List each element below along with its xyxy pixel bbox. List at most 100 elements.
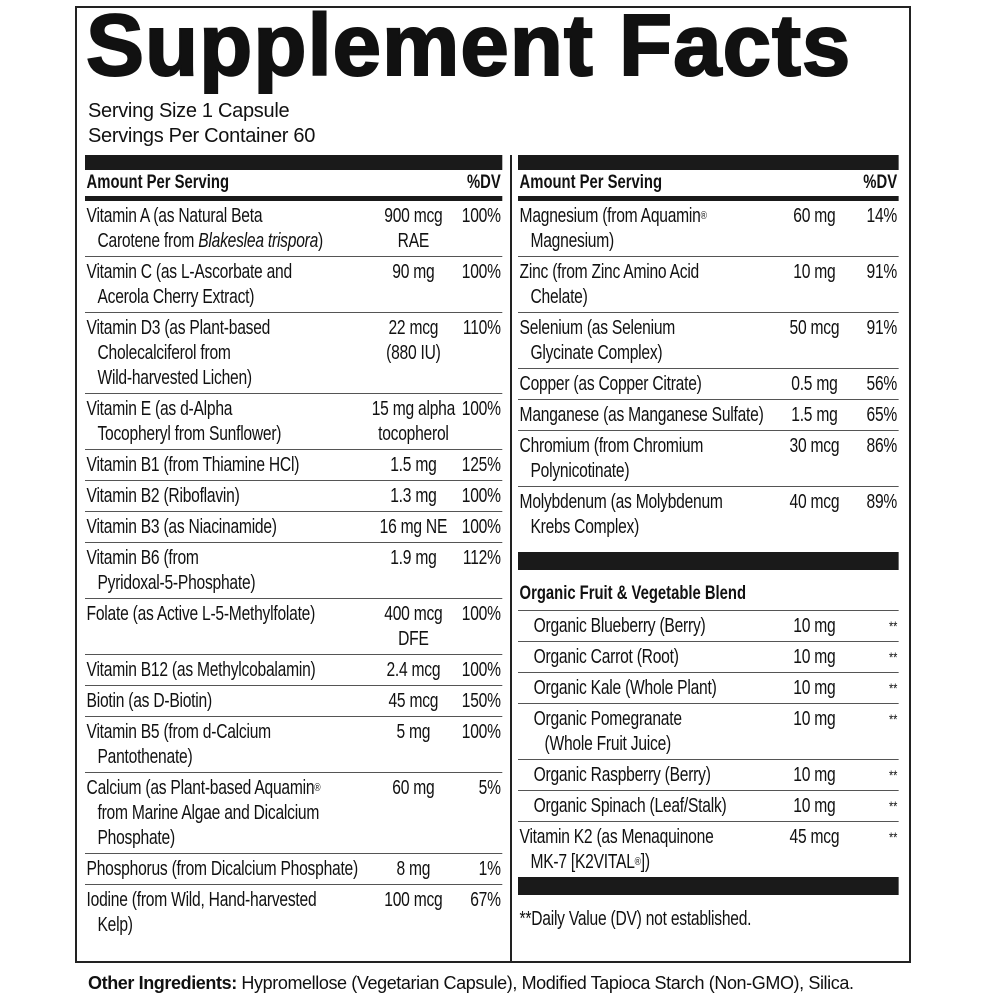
nutrient-name: Organic Blueberry (Berry) — [534, 614, 777, 639]
serving-size: Serving Size 1 Capsule — [88, 100, 290, 122]
nutrient-name-line2: Chelate) — [530, 286, 588, 308]
nutrient-name-line2: Polynicotinate) — [530, 460, 630, 482]
nutrient-name-line2: Acerola Cherry Extract) — [97, 286, 255, 308]
nutrient-row: Chromium (from Chromium Polynicotinate) 30… — [518, 431, 899, 487]
section-bar — [518, 552, 899, 570]
nutrient-dv: 100% — [461, 516, 501, 538]
header-bar — [518, 155, 899, 170]
nutrient-name: Biotin (as D-Biotin) — [87, 689, 372, 714]
right-nutrient-list: Magnesium (from Aquamin® Magnesium) 60 mg 1… — [518, 201, 899, 542]
nutrient-amount: 90 mg — [392, 261, 435, 283]
nutrient-row: Organic Pomegranate (Whole Fruit Juice) 10… — [518, 704, 899, 760]
nutrient-amount: 60 mg — [392, 777, 435, 799]
blend-list: Organic Blueberry (Berry) 10 mg ** Organic … — [518, 610, 899, 822]
registered-mark: ® — [634, 856, 641, 868]
nutrient-amount: 1.5 mg — [390, 454, 437, 476]
nutrient-row: Vitamin A (as Natural Beta Carotene from … — [85, 201, 503, 257]
nutrient-name-line1: Molybdenum (as Molybdenum — [519, 491, 723, 513]
nutrient-amount: 10 mg — [793, 795, 836, 817]
nutrient-amount: 10 mg — [793, 261, 836, 283]
nutrient-dv: 56% — [866, 373, 898, 395]
nutrient-dv: 67% — [470, 889, 501, 911]
nutrient-dv: 100% — [461, 721, 501, 743]
species-name: Blakeslea trispora — [198, 230, 319, 252]
nutrient-name-line1: Organic Carrot (Root) — [533, 646, 679, 668]
nutrient-name: Iodine (from Wild, Hand-harvested Kelp) — [87, 888, 372, 938]
nutrient-name-line2: Cholecalciferol from — [97, 342, 231, 364]
nutrient-amount: 10 mg — [793, 764, 836, 786]
nutrient-name-line1: Vitamin D3 (as Plant-based — [86, 317, 271, 339]
nutrient-dv: 125% — [461, 454, 501, 476]
nutrient-name: Magnesium (from Aquamin® Magnesium) — [520, 204, 777, 254]
nutrient-name-line1: Vitamin B2 (Riboflavin) — [86, 485, 240, 507]
nutrient-name-line1: Organic Pomegranate — [533, 708, 682, 730]
nutrient-row: Organic Raspberry (Berry) 10 mg ** — [518, 760, 899, 791]
nutrient-name: Vitamin B3 (as Niacinamide) — [87, 515, 372, 540]
nutrient-dv: 100% — [461, 485, 501, 507]
blend-title: Organic Fruit & Vegetable Blend — [519, 583, 747, 604]
nutrient-dv: 100% — [461, 398, 501, 420]
nutrient-name-line2: Pantothenate) — [97, 746, 193, 768]
registered-mark: ® — [700, 210, 707, 222]
nutrient-name: Zinc (from Zinc Amino Acid Chelate) — [520, 260, 777, 310]
nutrient-row: Vitamin C (as L-Ascorbate and Acerola Che… — [85, 257, 503, 313]
nutrient-row: Selenium (as Selenium Glycinate Complex) 5… — [518, 313, 899, 369]
nutrient-name: Vitamin B12 (as Methylcobalamin) — [87, 658, 372, 683]
nutrient-name-line1: Calcium (as Plant-based Aquamin® — [86, 777, 321, 799]
nutrient-amount: 1.5 mg — [791, 404, 838, 426]
left-column: Amount Per Serving %DV Vitamin A (as Natu… — [85, 155, 503, 940]
nutrient-row: Vitamin B2 (Riboflavin) 1.3 mg 100% — [85, 481, 503, 512]
nutrient-dv: 150% — [461, 690, 501, 712]
registered-mark: ® — [314, 782, 321, 794]
nutrient-dv: ** — [889, 829, 898, 845]
nutrient-amount: 900 mcg RAE — [384, 205, 443, 252]
nutrient-row: Vitamin B3 (as Niacinamide) 16 mg NE 100% — [85, 512, 503, 543]
nutrient-amount: 60 mg — [793, 205, 836, 227]
nutrient-dv: ** — [889, 618, 898, 634]
nutrient-name-line2: Phosphate) — [97, 827, 175, 849]
nutrient-name: Organic Raspberry (Berry) — [534, 763, 777, 788]
nutrient-row: Vitamin B1 (from Thiamine HCl) 1.5 mg 125% — [85, 450, 503, 481]
header-rule — [518, 196, 899, 201]
nutrient-name: Vitamin B1 (from Thiamine HCl) — [87, 453, 372, 478]
nutrient-dv: 86% — [866, 435, 898, 457]
nutrient-name: Manganese (as Manganese Sulfate) — [520, 403, 777, 428]
nutrient-name-line2: Glycinate Complex) — [530, 342, 663, 364]
nutrient-amount: 15 mg alpha tocopherol — [371, 398, 456, 445]
nutrient-dv: 91% — [866, 261, 898, 283]
nutrient-name-line1: Vitamin B5 (from d-Calcium — [86, 721, 272, 743]
nutrient-dv: 65% — [866, 404, 898, 426]
nutrient-name: Vitamin B5 (from d-Calcium Pantothenate) — [87, 720, 372, 770]
nutrient-row: Phosphorus (from Dicalcium Phosphate) 8 m… — [85, 854, 503, 885]
nutrient-name: Vitamin B6 (from Pyridoxal-5-Phosphate) — [87, 546, 372, 596]
nutrient-amount: 5 mg — [396, 721, 431, 743]
nutrient-amount: 1.3 mg — [390, 485, 437, 507]
nutrient-row: Vitamin B5 (from d-Calcium Pantothenate) 5… — [85, 717, 503, 773]
nutrient-name-line1: Organic Raspberry (Berry) — [533, 764, 711, 786]
nutrient-row: Magnesium (from Aquamin® Magnesium) 60 mg 1… — [518, 201, 899, 257]
nutrient-dv: 100% — [461, 261, 501, 283]
nutrient-name-line1: Vitamin A (as Natural Beta — [86, 205, 263, 227]
nutrient-row: Vitamin D3 (as Plant-based Cholecalcifero… — [85, 313, 503, 394]
nutrient-name-line1: Vitamin C (as L-Ascorbate and — [86, 261, 293, 283]
nutrient-name: Folate (as Active L-5-Methylfolate) — [87, 602, 372, 652]
label-frame — [75, 6, 911, 963]
nutrient-row: Calcium (as Plant-based Aquamin® from Mar… — [85, 773, 503, 854]
page-title: Supplement Facts — [85, 0, 852, 95]
nutrient-name: Selenium (as Selenium Glycinate Complex) — [520, 316, 777, 366]
nutrient-amount: 1.9 mg — [390, 547, 437, 569]
nutrient-name-line1: Manganese (as Manganese Sulfate) — [519, 404, 764, 426]
nutrient-amount: 2.4 mcg — [386, 659, 441, 681]
nutrient-row: Organic Blueberry (Berry) 10 mg ** — [518, 611, 899, 642]
nutrient-dv: 112% — [462, 547, 501, 569]
nutrient-amount: 45 mcg — [388, 690, 439, 712]
nutrient-name: Phosphorus (from Dicalcium Phosphate) — [87, 857, 372, 882]
nutrient-name: Vitamin D3 (as Plant-based Cholecalcifero… — [87, 316, 372, 391]
nutrient-name-line2: Krebs Complex) — [530, 516, 640, 538]
nutrient-name: Organic Pomegranate (Whole Fruit Juice) — [534, 707, 777, 757]
column-header: Amount Per Serving %DV — [85, 170, 502, 196]
nutrient-name-line2: (Whole Fruit Juice) — [544, 733, 672, 755]
nutrient-name-line1: Biotin (as D-Biotin) — [86, 690, 213, 712]
nutrient-dv: 100% — [461, 603, 501, 625]
nutrient-name-line1: Vitamin K2 (as Menaquinone — [519, 826, 714, 848]
